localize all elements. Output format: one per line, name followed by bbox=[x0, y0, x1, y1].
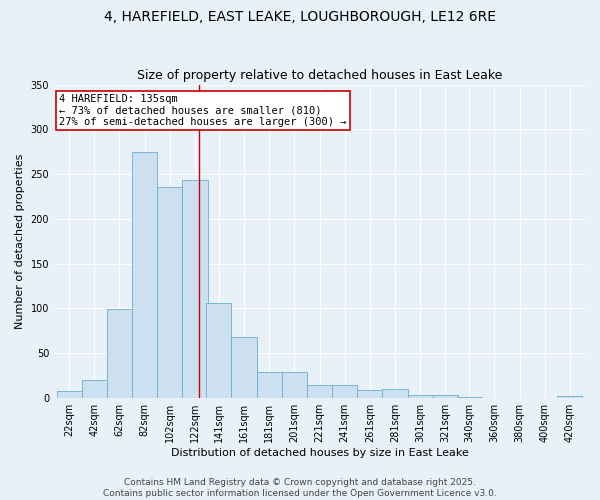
Bar bbox=[433, 395, 458, 398]
Bar bbox=[307, 385, 332, 398]
Bar bbox=[407, 395, 433, 398]
X-axis label: Distribution of detached houses by size in East Leake: Distribution of detached houses by size … bbox=[170, 448, 469, 458]
Title: Size of property relative to detached houses in East Leake: Size of property relative to detached ho… bbox=[137, 69, 502, 82]
Bar bbox=[382, 389, 407, 398]
Bar bbox=[132, 152, 157, 398]
Text: Contains HM Land Registry data © Crown copyright and database right 2025.
Contai: Contains HM Land Registry data © Crown c… bbox=[103, 478, 497, 498]
Bar bbox=[557, 396, 583, 398]
Bar bbox=[457, 397, 482, 398]
Y-axis label: Number of detached properties: Number of detached properties bbox=[15, 154, 25, 329]
Bar bbox=[257, 372, 282, 398]
Text: 4, HAREFIELD, EAST LEAKE, LOUGHBOROUGH, LE12 6RE: 4, HAREFIELD, EAST LEAKE, LOUGHBOROUGH, … bbox=[104, 10, 496, 24]
Bar bbox=[332, 385, 357, 398]
Bar bbox=[232, 337, 257, 398]
Text: 4 HAREFIELD: 135sqm
← 73% of detached houses are smaller (810)
27% of semi-detac: 4 HAREFIELD: 135sqm ← 73% of detached ho… bbox=[59, 94, 347, 127]
Bar bbox=[357, 390, 382, 398]
Bar bbox=[82, 380, 107, 398]
Bar bbox=[182, 180, 208, 398]
Bar bbox=[56, 392, 82, 398]
Bar bbox=[206, 303, 232, 398]
Bar bbox=[282, 372, 307, 398]
Bar bbox=[157, 186, 182, 398]
Bar bbox=[107, 309, 132, 398]
